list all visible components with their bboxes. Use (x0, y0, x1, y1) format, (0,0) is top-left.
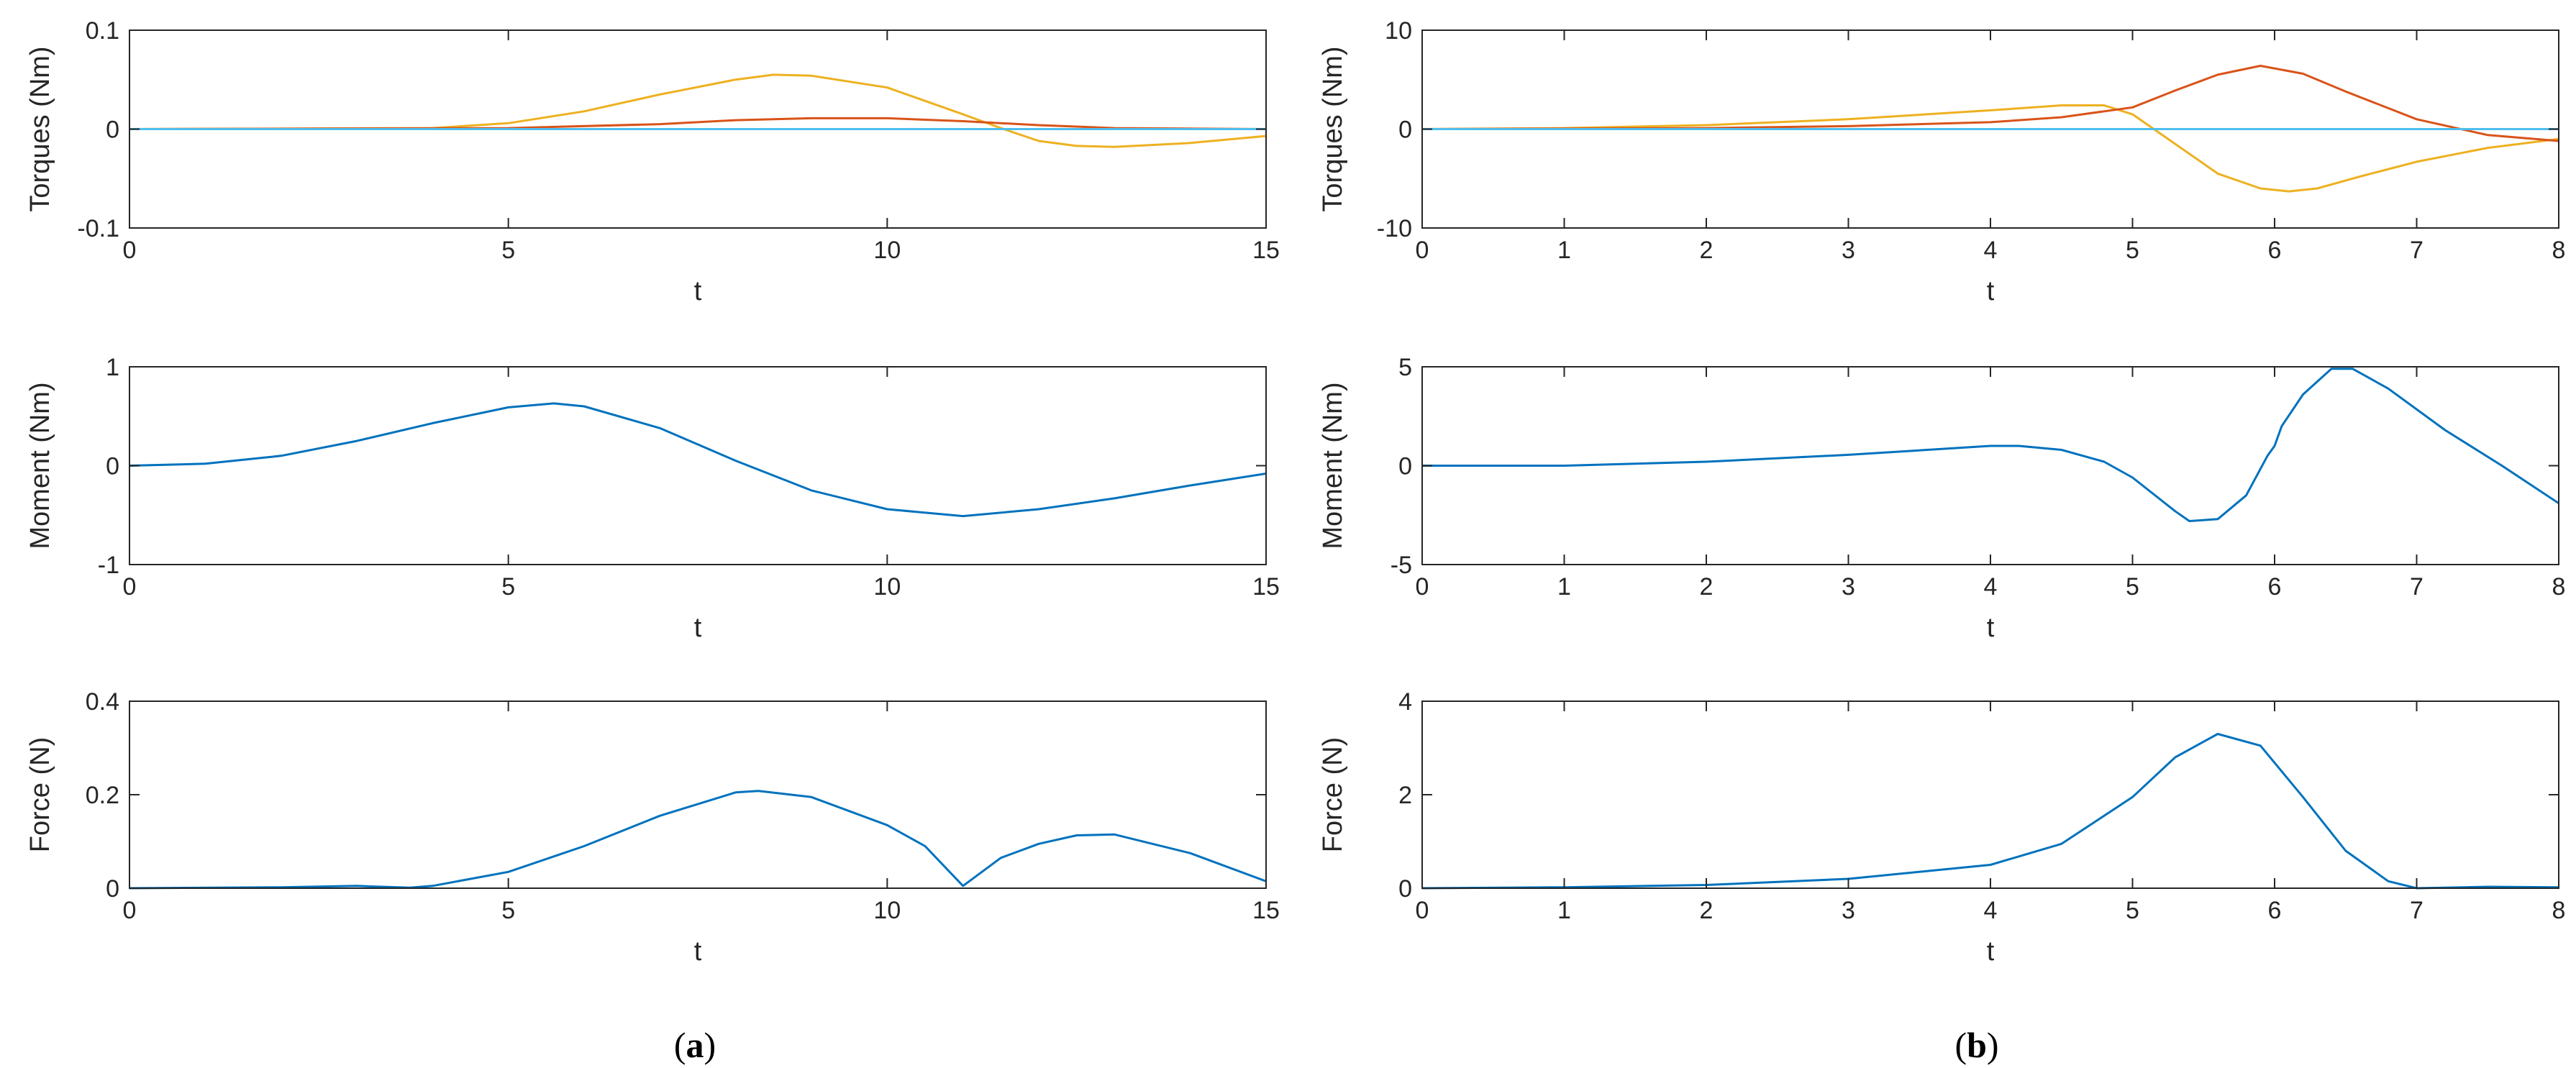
chart-a-torques-xtick-label: 15 (1252, 237, 1280, 264)
chart-b-moment-xtick-label: 1 (1557, 573, 1571, 601)
chart-a-moment-series-moment (129, 402, 1266, 518)
chart-b-force-ytick-label: 2 (1398, 782, 1412, 809)
chart-a-moment-xtick-label: 15 (1252, 573, 1280, 601)
chart-b-force-xtick-label: 2 (1700, 897, 1713, 924)
chart-b-torques-xtick-label: 5 (2126, 237, 2139, 264)
chart-b-torques-xtick-label: 1 (1557, 237, 1571, 264)
caption-a-letter: a (686, 1025, 704, 1065)
chart-b-torques-series-torque-1 (1422, 104, 2559, 193)
chart-b-torques-xtick-label: 3 (1842, 237, 1855, 264)
chart-b-moment-ytick-label: -5 (1391, 552, 1412, 579)
chart-b-moment-ytick-label: 5 (1398, 354, 1412, 381)
chart-b-moment-xtick-label: 3 (1842, 573, 1855, 601)
chart-b-moment-xtick-label: 4 (1984, 573, 1998, 601)
chart-a-moment-ytick-label: -1 (98, 552, 119, 579)
chart-a-torques-ytick-label: 0 (106, 117, 119, 144)
chart-a-moment-xtick-label: 10 (873, 573, 901, 601)
chart-b-force-xtick-label: 4 (1984, 897, 1998, 924)
chart-a-force-axes-box (129, 700, 1267, 889)
caption-b-letter: b (1967, 1025, 1987, 1065)
caption-a-close: ) (704, 1025, 716, 1065)
chart-b-torques-series-torque-2 (1422, 65, 2559, 142)
chart-b-force-xtick-label: 3 (1842, 897, 1855, 924)
caption-b-close: ) (1987, 1025, 1999, 1065)
chart-a-force-ytick-label: 0.4 (86, 688, 119, 716)
chart-a-moment-xlabel: t (694, 613, 702, 643)
chart-b-torques-xtick-label: 7 (2410, 237, 2423, 264)
chart-a-moment-xtick-label: 5 (501, 573, 515, 601)
caption-a-open: ( (674, 1025, 686, 1065)
chart-a-torques-xtick-label: 0 (123, 237, 137, 264)
chart-b-moment-ytick-label: 0 (1398, 453, 1412, 480)
chart-b-force: 0 1 2 3 4 5 6 7 8 0 2 4 t Force (N) (1318, 688, 2565, 967)
chart-b-torques-ytick-label: 10 (1385, 17, 1412, 45)
chart-b-force-xtick-label: 8 (2552, 897, 2566, 924)
chart-a-force-xtick-label: 10 (873, 897, 901, 924)
chart-a-moment-ytick-label: 0 (106, 453, 119, 480)
chart-a-torques-series-torque-2 (129, 117, 1266, 130)
chart-a-force-xtick-label: 15 (1252, 897, 1280, 924)
chart-b-force-xtick-label: 6 (2268, 897, 2282, 924)
chart-b-force-axes-box (1421, 700, 2559, 889)
chart-b-torques-ytick-label: 0 (1398, 117, 1412, 144)
chart-b-force-xtick-label: 1 (1557, 897, 1571, 924)
chart-a-force-ytick-label: 0 (106, 875, 119, 903)
caption-b: (b) (1954, 1025, 1998, 1065)
chart-a-force-xtick-label: 5 (501, 897, 515, 924)
chart-b-force-xtick-label: 7 (2410, 897, 2423, 924)
chart-b-force-xlabel: t (1987, 936, 1995, 967)
chart-a-moment-axes-box (129, 366, 1267, 565)
chart-b-moment-series-moment (1422, 368, 2559, 522)
chart-b-moment-ylabel: Moment (Nm) (1318, 382, 1348, 549)
chart-b-moment-xtick-label: 2 (1700, 573, 1713, 601)
chart-a-moment-ylabel: Moment (Nm) (25, 382, 55, 549)
chart-a-torques-xtick-label: 10 (873, 237, 901, 264)
chart-b-force-xtick-label: 5 (2126, 897, 2139, 924)
chart-a-torques-series-torque-1 (129, 73, 1266, 148)
chart-b-torques-xtick-label: 4 (1984, 237, 1998, 264)
chart-b-torques-xtick-label: 0 (1416, 237, 1429, 264)
chart-b-force-xtick-label: 0 (1416, 897, 1429, 924)
chart-b-force-ytick-label: 0 (1398, 875, 1412, 903)
chart-b-torques-xtick-label: 2 (1700, 237, 1713, 264)
chart-a-torques-ytick-label: -0.1 (77, 215, 119, 242)
chart-a-force: 0 5 10 15 0 0.2 0.4 t Force (N) (25, 688, 1280, 967)
chart-a-torques-ylabel: Torques (Nm) (25, 46, 55, 211)
chart-b-moment-xlabel: t (1987, 613, 1995, 643)
chart-b-moment-xtick-label: 0 (1416, 573, 1429, 601)
chart-b-torques-xtick-label: 6 (2268, 237, 2282, 264)
chart-a-force-xtick-label: 0 (123, 897, 137, 924)
chart-b-force-ylabel: Force (N) (1318, 737, 1348, 852)
chart-a-force-ylabel: Force (N) (25, 737, 55, 852)
chart-a-moment-xtick-label: 0 (123, 573, 137, 601)
chart-b-force-ytick-label: 4 (1398, 688, 1412, 716)
chart-a-torques-xtick-label: 5 (501, 237, 515, 264)
chart-b-torques-xlabel: t (1987, 276, 1995, 306)
chart-b-moment-xtick-label: 5 (2126, 573, 2139, 601)
chart-b-moment-xtick-label: 6 (2268, 573, 2282, 601)
caption-b-open: ( (1954, 1025, 1967, 1065)
caption-a: (a) (674, 1025, 716, 1065)
chart-b-moment-xtick-label: 7 (2410, 573, 2423, 601)
chart-a-moment-ytick-label: 1 (106, 354, 119, 381)
chart-b-moment-xtick-label: 8 (2552, 573, 2566, 601)
chart-b-torques-xtick-label: 8 (2552, 237, 2566, 264)
chart-b-torques-ylabel: Torques (Nm) (1318, 46, 1348, 211)
chart-b-torques-ytick-label: -10 (1377, 215, 1412, 242)
chart-a-force-series-force (129, 790, 1266, 890)
chart-a-force-ytick-label: 0.2 (86, 782, 119, 809)
chart-a-torques-xlabel: t (694, 276, 702, 306)
chart-a-torques-ytick-label: 0.1 (86, 17, 119, 45)
chart-a-force-xlabel: t (694, 936, 702, 967)
chart-b-force-series-force (1422, 733, 2559, 890)
